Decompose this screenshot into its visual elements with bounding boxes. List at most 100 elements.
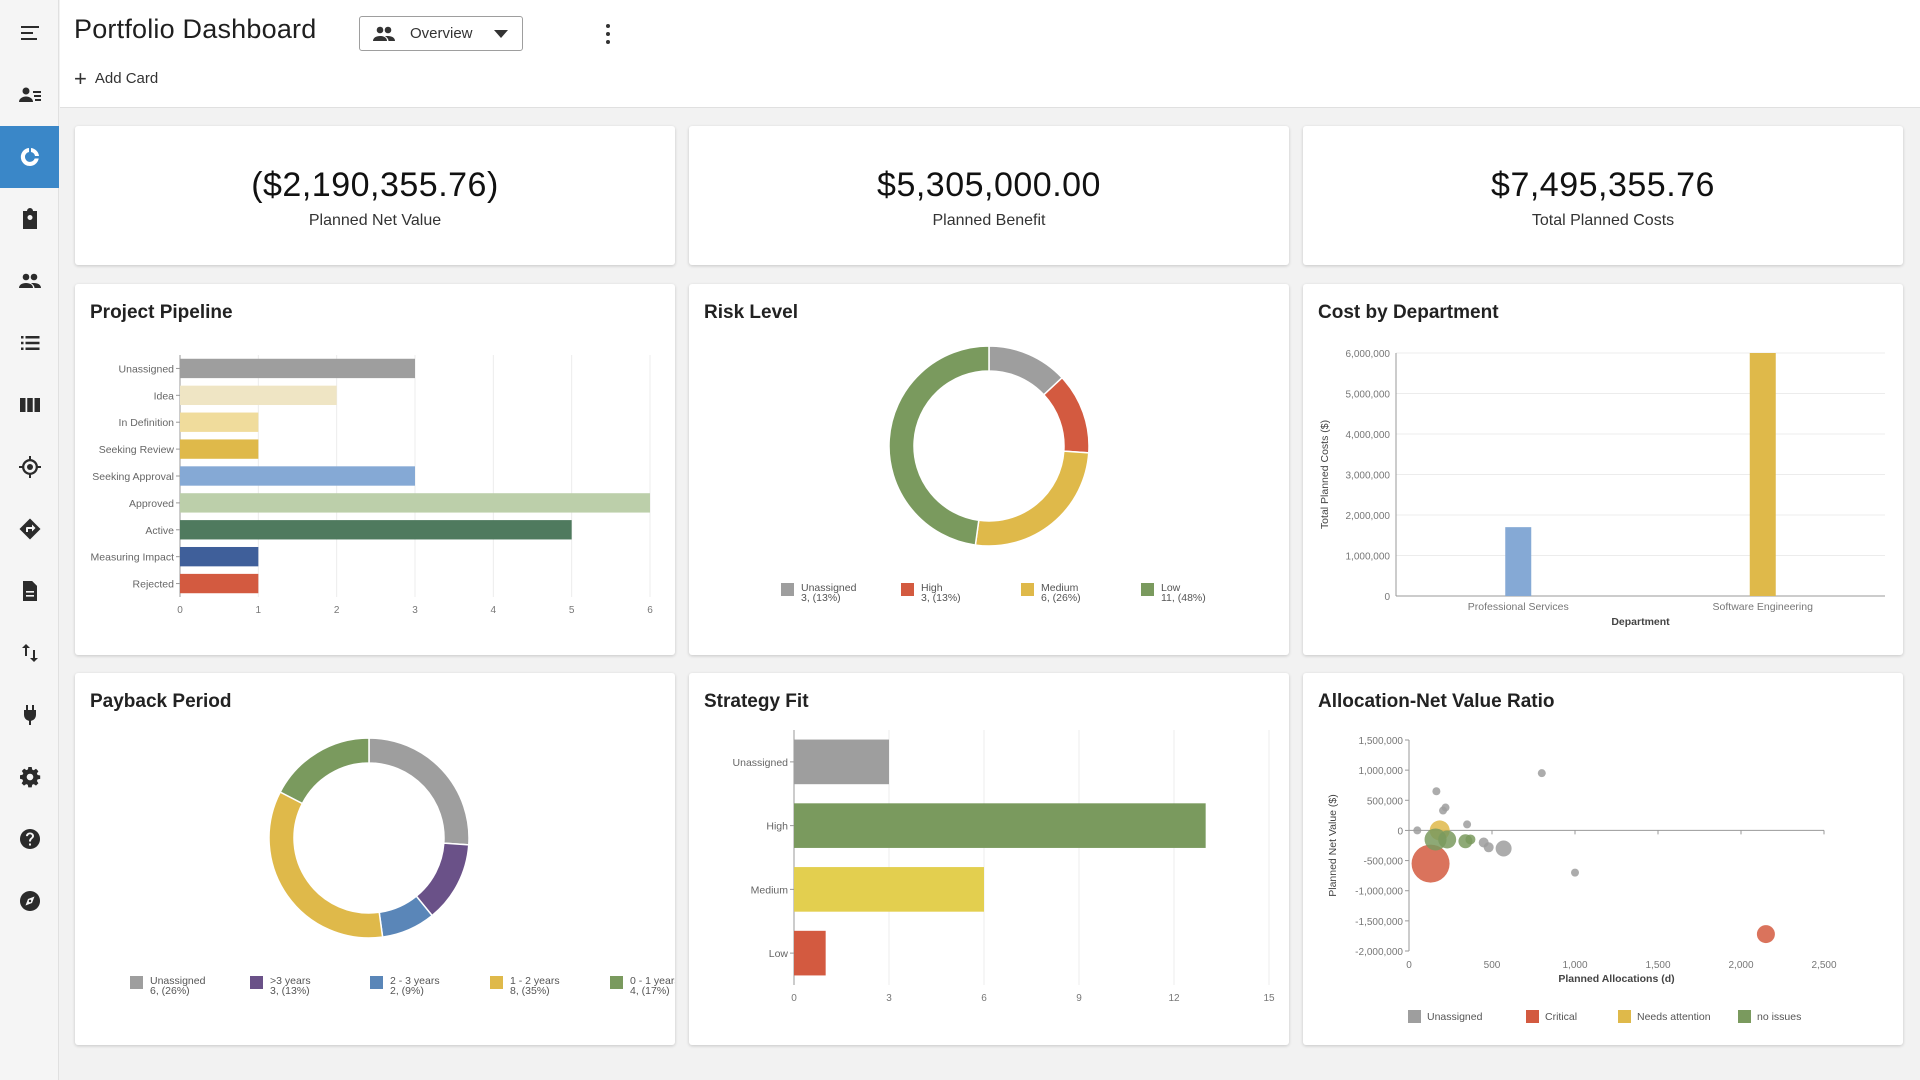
y-tick-label: High <box>766 821 788 833</box>
people-list-icon[interactable] <box>0 64 59 126</box>
legend-value: 6, (26%) <box>150 985 190 997</box>
y-tick-label: Approved <box>129 498 174 510</box>
page-header: Portfolio Dashboard Overview + Add Card <box>60 0 1920 108</box>
y-tick-label: Seeking Review <box>99 444 175 456</box>
legend-swatch <box>130 976 143 989</box>
y-tick-label: 2,000,000 <box>1346 511 1391 522</box>
x-tick-label: 6 <box>647 605 653 616</box>
bar <box>180 412 259 432</box>
y-tick-label: 1,000,000 <box>1346 552 1391 563</box>
legend-swatch <box>250 976 263 989</box>
allocation-net-value-card[interactable]: Allocation-Net Value Ratio 1,500,000 1,00… <box>1303 673 1903 1045</box>
x-axis-title: Planned Allocations (d) <box>1558 973 1674 985</box>
legend-swatch <box>1618 1010 1631 1023</box>
bar <box>1749 353 1776 596</box>
legend-value: 3, (13%) <box>921 592 961 604</box>
legend-label: Unassigned <box>150 975 206 987</box>
project-pipeline-card[interactable]: Project Pipeline 0 1 2 3 4 5 6 Unassigned Idea In… <box>75 284 675 655</box>
y-tick-label: 1,500,000 <box>1359 736 1404 747</box>
bar <box>794 867 984 912</box>
legend-label: Low <box>1161 582 1181 594</box>
card-title: Payback Period <box>90 691 232 712</box>
donut-chart-icon[interactable] <box>0 126 59 188</box>
x-tick-label: Software Engineering <box>1713 601 1814 613</box>
plug-icon[interactable] <box>0 684 59 746</box>
y-tick-label: 3,000,000 <box>1346 471 1391 482</box>
list-icon[interactable] <box>0 312 59 374</box>
y-tick-label: In Definition <box>119 417 175 429</box>
target-icon[interactable] <box>0 436 59 498</box>
legend-swatch <box>1526 1010 1539 1023</box>
clipboard-person-icon[interactable] <box>0 188 59 250</box>
bar <box>180 573 259 594</box>
legend-label: Medium <box>1041 582 1079 594</box>
add-card-button[interactable]: + Add Card <box>74 65 158 91</box>
scatter-point <box>1756 925 1775 944</box>
risk-level-card[interactable]: Risk Level Unassigned 3, (13%) High 3, (13%… <box>689 284 1289 655</box>
payback-period-card[interactable]: Payback Period Unassigned 6, (26%) >3 year… <box>75 673 675 1045</box>
people-icon[interactable] <box>0 250 59 312</box>
legend-swatch <box>1021 583 1034 596</box>
y-tick-label: -1,000,000 <box>1355 887 1403 898</box>
scatter-point <box>1432 787 1441 796</box>
strategy-fit-card[interactable]: Strategy Fit 0 3 6 9 12 15 Unassigned High Mediu… <box>689 673 1289 1045</box>
help-icon[interactable] <box>0 808 59 870</box>
x-tick-label: 4 <box>491 605 497 616</box>
card-title: Project Pipeline <box>90 302 233 323</box>
bar <box>180 546 259 567</box>
directions-icon[interactable] <box>0 498 59 560</box>
y-tick-label: 500,000 <box>1367 796 1404 807</box>
kpi-card-planned-net-value[interactable]: ($2,190,355.76) Planned Net Value <box>75 126 675 265</box>
scatter-point <box>1483 842 1494 853</box>
y-tick-label: 0 <box>1397 826 1403 837</box>
settings-icon[interactable] <box>0 746 59 808</box>
plus-icon: + <box>74 65 87 91</box>
x-tick-label: 0 <box>177 605 183 616</box>
menu-icon[interactable] <box>0 2 59 64</box>
y-axis-title: Total Planned Costs ($) <box>1319 420 1331 529</box>
x-tick-label: 1,000 <box>1562 960 1587 971</box>
y-tick-label: -2,000,000 <box>1355 947 1403 958</box>
legend-label: Unassigned <box>801 582 857 594</box>
compass-icon[interactable] <box>0 870 59 932</box>
legend-value: 4, (17%) <box>630 985 670 997</box>
card-title: Risk Level <box>704 302 798 323</box>
project-pipeline-chart: 0 1 2 3 4 5 6 Unassigned Idea In Definition Seekin… <box>91 355 653 616</box>
bar <box>794 739 889 785</box>
x-tick-label: 500 <box>1484 960 1501 971</box>
bar <box>1505 527 1532 596</box>
scatter-point <box>1495 840 1512 857</box>
kpi-card-planned-benefit[interactable]: $5,305,000.00 Planned Benefit <box>689 126 1289 265</box>
kpi-card-total-planned-costs[interactable]: $7,495,355.76 Total Planned Costs <box>1303 126 1903 265</box>
legend-label: 2 - 3 years <box>390 975 440 987</box>
bar <box>794 930 826 976</box>
document-icon[interactable] <box>0 560 59 622</box>
bar <box>180 493 650 513</box>
cost-by-department-card[interactable]: Cost by Department 0 1,000,000 2,000,000 3,… <box>1303 284 1903 655</box>
y-axis-title: Planned Net Value ($) <box>1327 794 1339 897</box>
x-tick-label: 6 <box>981 993 987 1004</box>
bar <box>180 520 572 540</box>
legend-value: 11, (48%) <box>1161 592 1206 604</box>
view-dropdown[interactable]: Overview <box>359 16 523 51</box>
y-tick-label: 0 <box>1384 592 1390 603</box>
y-tick-label: Rejected <box>133 579 175 591</box>
allocation-net-value-chart: 1,500,000 1,000,000 500,000 0 -500,000 -1,000… <box>1327 736 1837 1023</box>
legend-value: 6, (26%) <box>1041 592 1081 604</box>
legend-value: 8, (35%) <box>510 985 550 997</box>
columns-icon[interactable] <box>0 374 59 436</box>
legend-swatch <box>1141 583 1154 596</box>
pie-slice <box>279 737 370 805</box>
y-tick-label: 1,000,000 <box>1359 766 1404 777</box>
bar <box>794 803 1206 848</box>
more-options-icon[interactable] <box>597 21 619 47</box>
legend-label: 0 - 1 years <box>630 975 675 987</box>
swap-vertical-icon[interactable] <box>0 622 59 684</box>
x-tick-label: 12 <box>1168 993 1180 1004</box>
legend-label: High <box>921 582 943 594</box>
scatter-point <box>1411 844 1450 883</box>
y-tick-label: Seeking Approval <box>92 471 174 483</box>
pie-slice <box>974 450 1090 547</box>
y-tick-label: 6,000,000 <box>1346 349 1391 360</box>
scatter-point <box>1537 769 1546 778</box>
